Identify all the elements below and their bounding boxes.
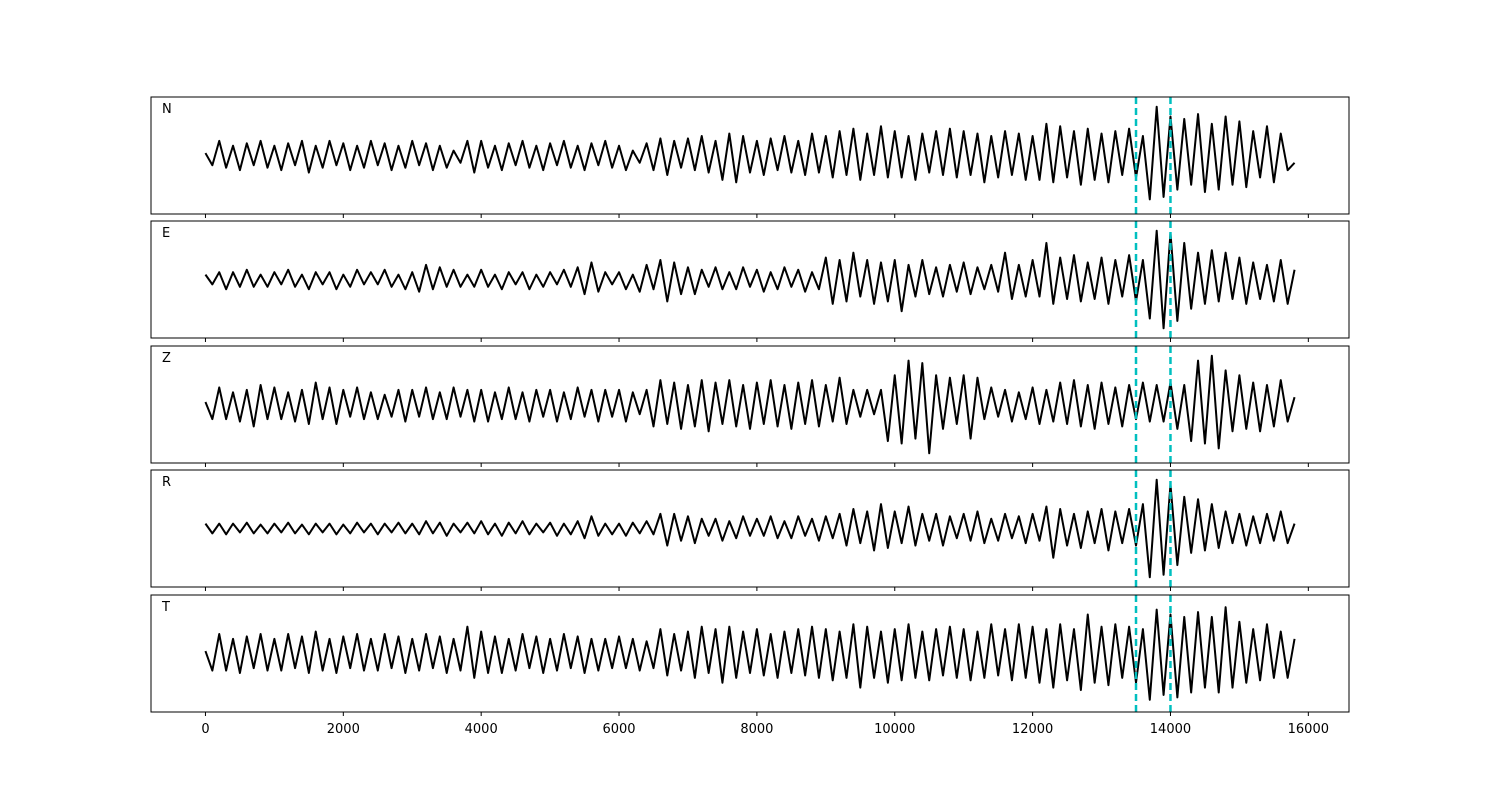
- panel-label: T: [161, 600, 170, 615]
- x-tick-label: 6000: [602, 722, 635, 737]
- x-tick-label: 14000: [1150, 722, 1191, 737]
- waveform: [204, 229, 1296, 330]
- panel-label: E: [162, 226, 170, 241]
- panel-label: Z: [162, 351, 171, 366]
- axes-frame: [150, 96, 1350, 215]
- axes-frame: [150, 345, 1350, 464]
- waveform: [204, 354, 1296, 455]
- axes-frame: [150, 469, 1350, 588]
- axes-frame: [150, 594, 1350, 713]
- panel-label: R: [162, 475, 171, 490]
- waveform: [204, 105, 1296, 201]
- x-tick-label: 4000: [465, 722, 498, 737]
- x-tick-label: 16000: [1288, 722, 1329, 737]
- x-tick-label: 0: [201, 722, 209, 737]
- x-tick-label: 12000: [1012, 722, 1053, 737]
- panel-label: N: [162, 102, 172, 117]
- x-tick-label: 2000: [327, 722, 360, 737]
- x-tick-label: 8000: [740, 722, 773, 737]
- waveform: [204, 478, 1296, 579]
- x-tick-label: 10000: [874, 722, 915, 737]
- axes-frame: [150, 220, 1350, 339]
- waveform: [204, 606, 1296, 701]
